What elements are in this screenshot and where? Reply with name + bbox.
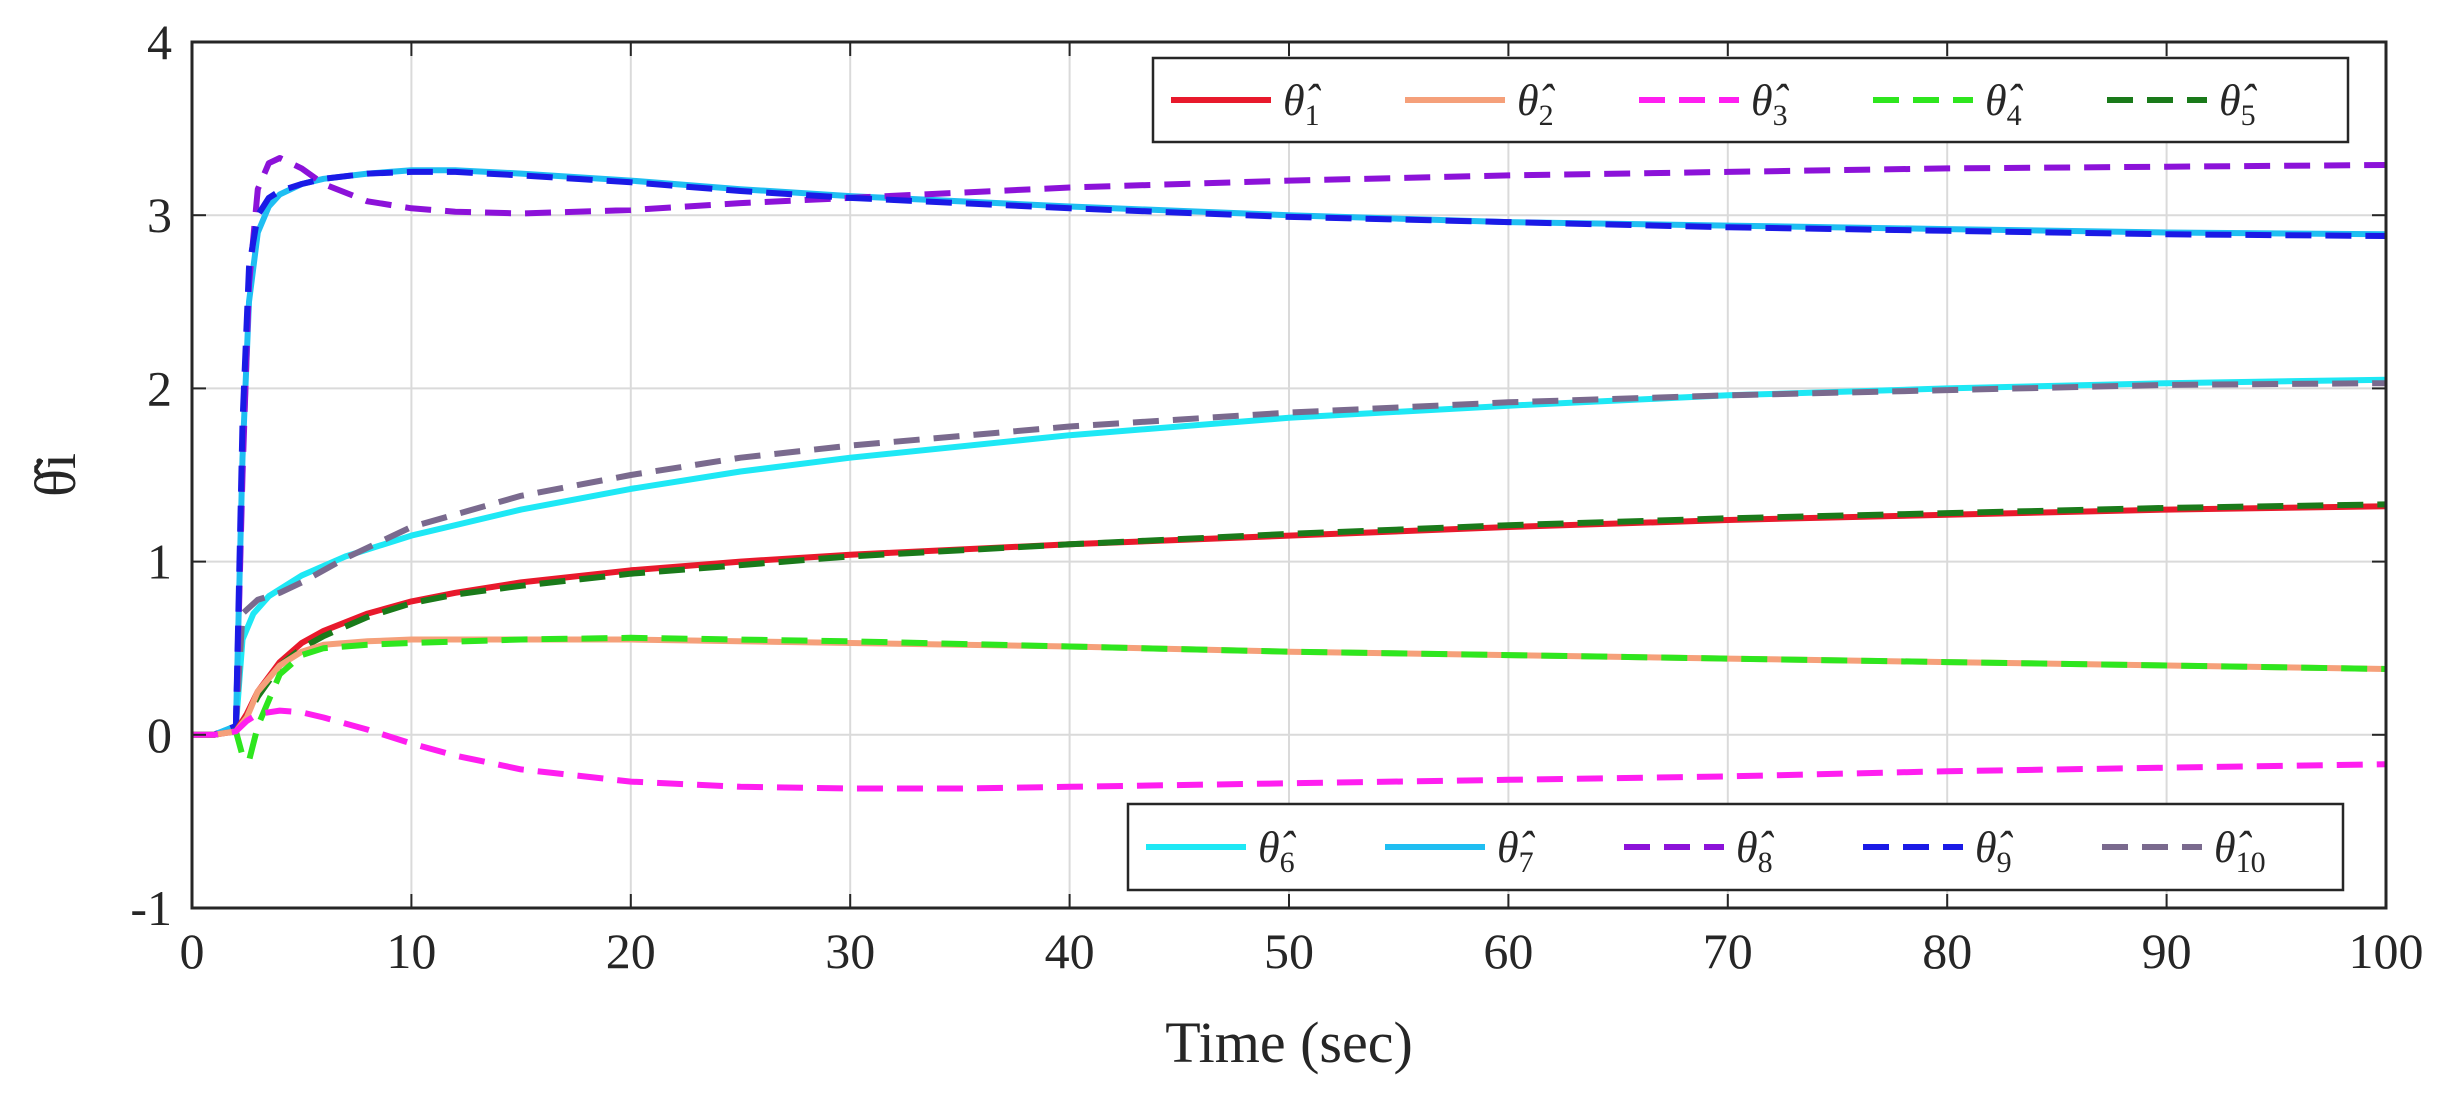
y-tick-labels: -1 0 1 2 3 4 bbox=[130, 14, 172, 936]
y-axis-label: θ̂i bbox=[23, 453, 88, 497]
x-tick-label: 70 bbox=[1703, 923, 1753, 979]
x-tick-label: 90 bbox=[2142, 923, 2192, 979]
legend-bottom: θ̂6 θ̂7 θ̂8 θ̂9 θ̂10 bbox=[1126, 802, 2345, 892]
y-tick-label: 1 bbox=[147, 534, 172, 590]
x-tick-label: 100 bbox=[2349, 923, 2424, 979]
ticks bbox=[191, 41, 2387, 909]
y-tick-label: 0 bbox=[147, 707, 172, 763]
x-tick-label: 80 bbox=[1922, 923, 1972, 979]
x-tick-label: 30 bbox=[825, 923, 875, 979]
y-tick-label: 3 bbox=[147, 187, 172, 243]
x-tick-label: 0 bbox=[180, 923, 205, 979]
x-axis-label: Time (sec) bbox=[1165, 1010, 1413, 1075]
legend-label-theta-8: θ̂8 bbox=[1736, 823, 1775, 879]
legend-label-theta-5: θ̂5 bbox=[2219, 76, 2258, 132]
x-tick-label: 10 bbox=[386, 923, 436, 979]
series-line-theta-9 bbox=[192, 168, 2386, 738]
series-line-theta-3 bbox=[192, 707, 2386, 792]
x-tick-label: 50 bbox=[1264, 923, 1314, 979]
series-line-theta-10 bbox=[192, 380, 2386, 738]
series-layer bbox=[192, 155, 2386, 792]
y-tick-label: -1 bbox=[130, 880, 172, 936]
legend-box bbox=[1126, 802, 2345, 892]
legend-top: θ̂1 θ̂2 θ̂3 θ̂4 θ̂5 bbox=[1151, 56, 2350, 144]
x-tick-labels: 0 10 20 30 40 50 60 70 80 90 100 bbox=[180, 923, 2424, 979]
x-tick-label: 40 bbox=[1045, 923, 1095, 979]
x-tick-label: 60 bbox=[1483, 923, 1533, 979]
series-line-theta-5 bbox=[192, 501, 2386, 738]
y-tick-label: 4 bbox=[147, 14, 172, 70]
series-line-theta-6 bbox=[192, 376, 2386, 738]
x-tick-label: 20 bbox=[606, 923, 656, 979]
y-tick-label: 2 bbox=[147, 360, 172, 416]
